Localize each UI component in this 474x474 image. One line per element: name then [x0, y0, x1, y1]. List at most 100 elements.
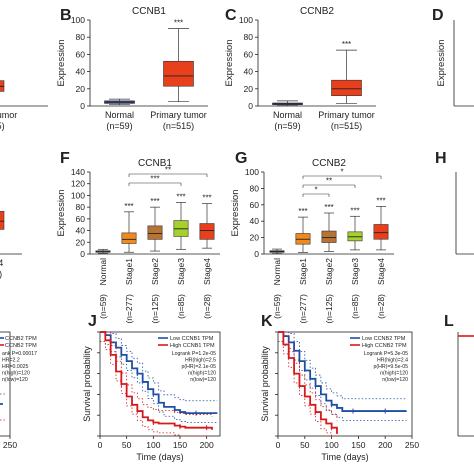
box-stage4 — [373, 224, 389, 240]
stat-text: n(low)=120 — [190, 377, 216, 383]
y-axis-label: Expression — [56, 190, 67, 237]
panel-letter-c: C — [225, 7, 237, 24]
x-tick-label: 250 — [3, 440, 17, 450]
stat-text: n(high)=120 — [380, 371, 408, 377]
panel-letters-layer: B C D F G H J K L — [60, 7, 454, 330]
x-tick-label: Primary tumor — [0, 110, 17, 120]
survival-curve-km_high — [100, 331, 213, 430]
panel-g-axes: 0 20 40 60 80 100 Expression CCNB2 Normal (n=59) *… — [230, 158, 394, 324]
y-tick-label: 20 — [250, 233, 260, 243]
y-tick-label: 140 — [71, 167, 85, 177]
stat-text: n(high)=120 — [188, 371, 216, 377]
x-tick-label: 200 — [378, 440, 392, 450]
panel-a-axes: ***Primary tumor(n=515) — [0, 80, 48, 131]
y-axis-label: Survival probability — [82, 346, 92, 422]
legend-label: CCNB2 TPM — [5, 336, 37, 342]
panel-letter-h: H — [435, 150, 447, 167]
x-tick-label: Normal — [98, 258, 108, 286]
panel-letter-l: L — [444, 313, 454, 330]
y-tick-label: 100 — [239, 15, 253, 25]
stat-text: n(low)=120 — [2, 377, 28, 383]
plot-frame — [277, 331, 413, 437]
stat-text: n(low)=120 — [382, 377, 408, 383]
x-tick-label: Stage3 — [176, 258, 186, 285]
y-tick-label: 60 — [76, 49, 86, 59]
x-count-label: (n=85) — [176, 294, 186, 319]
stat-text: HR=0.0025 — [2, 364, 29, 370]
y-tick-label: 60 — [76, 214, 86, 224]
stat-text: p(HR)=2.1e-05 — [182, 364, 217, 370]
x-tick-label: 0 — [276, 440, 281, 450]
y-axis-label: Expression — [230, 190, 241, 237]
x-tick-label: Stage2 — [150, 258, 160, 285]
y-axis-label: Expression — [56, 40, 67, 87]
stat-text: HR(high)=2.4 — [377, 358, 408, 364]
panel-b-axes: 0 20 40 60 80 100 Expression CCNB1 Normal(n=59) *… — [56, 6, 208, 131]
panel-letter-k: K — [261, 313, 273, 330]
x-tick-label: 100 — [325, 440, 339, 450]
x-count-label: (n=125) — [150, 294, 160, 324]
panel-d: Expression — [436, 20, 474, 107]
panel-letter-b: B — [60, 7, 72, 24]
x-tick-label: 250 — [405, 440, 419, 450]
x-tick-label: Stage4 — [202, 258, 212, 285]
x-count-label: (n=59) — [274, 121, 300, 131]
significance-mark: *** — [202, 194, 211, 203]
bracket-label: ** — [326, 177, 332, 186]
bracket-label: *** — [150, 175, 159, 184]
x-count-label: (n=59) — [106, 121, 132, 131]
survival-curve-km_low — [0, 403, 3, 405]
x-tick-label: 100 — [146, 440, 160, 450]
confidence-band-lower — [278, 340, 407, 421]
y-axis-label: Expression — [436, 40, 447, 87]
confidence-band-lower — [278, 340, 337, 437]
x-axis-label: Time (days) — [321, 452, 368, 462]
panel-c-axes: 0 20 40 60 80 100 Expression CCNB2 Normal(n=59) *… — [224, 6, 376, 131]
y-tick-label: 20 — [76, 237, 86, 247]
panel-letter-g: G — [235, 150, 247, 167]
x-tick-label: 150 — [351, 440, 365, 450]
panel-j: 0 50 100 150 200 Time (days) Survival probabil… — [82, 331, 221, 462]
y-tick-label: 80 — [250, 183, 260, 193]
y-axis-label: Survival probability — [260, 346, 270, 422]
y-tick-label: 80 — [244, 32, 254, 42]
significance-mark: *** — [350, 206, 359, 215]
panel-title: CCNB2 — [300, 6, 334, 17]
x-count-label: (n=28) — [376, 294, 386, 319]
y-tick-label: 120 — [71, 179, 85, 189]
y-tick-label: 60 — [250, 200, 260, 210]
stat-text: Logrank P=5.3e-05 — [364, 351, 408, 357]
x-tick-label: Stage1 — [298, 258, 308, 285]
legend-label: CCNB2 TPM — [5, 343, 37, 349]
panel-title: CCNB1 — [132, 6, 166, 17]
y-tick-label: 40 — [76, 67, 86, 77]
x-tick-label: 150 — [173, 440, 187, 450]
stat-text: HR(high)=2.5 — [185, 358, 216, 364]
confidence-band-upper — [278, 331, 338, 421]
x-tick-label: 50 — [300, 440, 310, 450]
stat-text: Logrank P=1.2e-05 — [172, 351, 216, 357]
survival-curve-km_high — [278, 331, 338, 434]
legend-label: Low CCNB2 TPM — [362, 336, 406, 342]
stat-text: ank P=0.00017 — [2, 351, 37, 357]
significance-mark: *** — [174, 19, 183, 28]
x-tick-label: Stage2 — [324, 258, 334, 285]
x-tick-label: Stage4 — [376, 258, 386, 285]
y-axis-label: Expression — [224, 40, 235, 87]
box-stage2 — [147, 225, 163, 240]
x-axis-label: Time (days) — [136, 452, 183, 462]
x-count-label: (n=277) — [298, 294, 308, 324]
x-tick-label: Stage1 — [124, 258, 134, 285]
stat-text: n(high)=120 — [2, 371, 30, 377]
x-tick-label: 50 — [122, 440, 132, 450]
y-tick-label: 20 — [76, 84, 86, 94]
box-stage1 — [121, 232, 137, 244]
x-count-label: (n=125) — [324, 294, 334, 324]
legend-label: High CCNB1 TPM — [170, 343, 215, 349]
x-count-label: (n=59) — [272, 294, 282, 319]
stat-text: HR=2.2 — [2, 358, 20, 364]
confidence-band-upper — [100, 331, 218, 402]
x-count-label: (n=515) — [331, 121, 362, 131]
plot-frame — [99, 331, 221, 437]
